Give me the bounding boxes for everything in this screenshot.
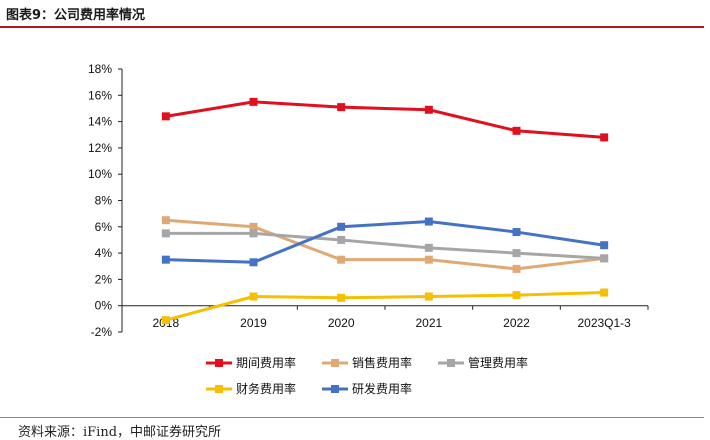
y-tick-label: 12% (88, 141, 112, 155)
y-tick-label: 2% (95, 272, 113, 286)
legend-swatch-marker (331, 359, 339, 367)
data-point (424, 292, 433, 301)
data-point (600, 288, 609, 297)
y-tick-label: 10% (88, 167, 112, 181)
chart-series (161, 97, 609, 325)
series-line-1 (165, 218, 605, 271)
data-point (424, 243, 433, 252)
data-point (249, 97, 258, 106)
x-tick-label: 2020 (328, 316, 355, 330)
data-point (249, 292, 258, 301)
legend-swatch-marker (215, 359, 223, 367)
data-point (161, 112, 170, 121)
data-point (600, 241, 609, 250)
data-point (600, 133, 609, 142)
legend-label: 研发费用率 (352, 381, 412, 396)
chart-axes: 18%16%14%12%10%8%6%4%2%0%-2%201820192020… (88, 62, 649, 339)
header-rule (0, 26, 704, 28)
data-point (161, 255, 170, 264)
y-tick-label: 16% (88, 88, 112, 102)
data-point (337, 255, 346, 264)
data-point (512, 264, 521, 273)
legend-label: 管理费用率 (468, 355, 528, 370)
data-point (512, 126, 521, 135)
y-tick-label: 18% (88, 62, 112, 76)
x-tick-label: 2021 (415, 316, 442, 330)
y-tick-label: 6% (95, 220, 113, 234)
data-point (512, 291, 521, 300)
figure-title: 图表9：公司费用率情况 (6, 8, 146, 23)
x-tick-label: 2022 (503, 316, 530, 330)
data-point (249, 222, 258, 231)
series-line-2 (165, 231, 605, 260)
data-point (161, 316, 170, 325)
data-point (512, 228, 521, 237)
y-tick-label: 14% (88, 115, 112, 129)
data-point (600, 254, 609, 263)
series-line-3 (165, 291, 605, 322)
data-point (512, 249, 521, 258)
figure-header: 图表9：公司费用率情况 (0, 0, 710, 30)
data-point (161, 229, 170, 238)
series-line-0 (165, 100, 605, 139)
data-point (424, 105, 433, 114)
legend-swatch-marker (215, 385, 223, 393)
data-point (424, 217, 433, 226)
data-point (337, 103, 346, 112)
data-point (249, 258, 258, 267)
y-tick-label: 4% (95, 246, 113, 260)
legend-label: 期间费用率 (236, 355, 296, 370)
data-point (337, 222, 346, 231)
footer-rule (0, 417, 704, 418)
y-tick-label: -2% (91, 325, 113, 339)
legend-swatch-marker (331, 385, 339, 393)
series-line-4 (165, 220, 605, 264)
data-point (424, 255, 433, 264)
figure-source: 资料来源：iFind，中邮证券研究所 (18, 425, 222, 440)
data-point (337, 235, 346, 244)
x-tick-label: 2023Q1-3 (577, 316, 631, 330)
data-point (161, 216, 170, 225)
legend-label: 财务费用率 (236, 381, 296, 396)
y-tick-label: 8% (95, 194, 113, 208)
legend-swatch-marker (447, 359, 455, 367)
data-point (249, 229, 258, 238)
x-tick-label: 2019 (240, 316, 267, 330)
data-point (337, 293, 346, 302)
y-tick-label: 0% (95, 299, 113, 313)
legend-label: 销售费用率 (352, 355, 412, 370)
